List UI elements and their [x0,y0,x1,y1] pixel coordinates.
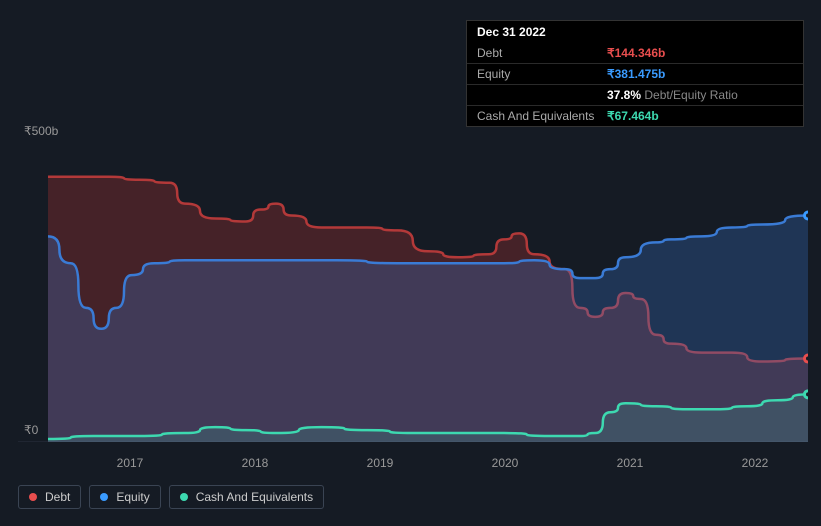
x-axis-tick: 2021 [617,456,644,470]
legend-item[interactable]: Cash And Equivalents [169,485,324,509]
tooltip-panel: Dec 31 2022 Debt₹144.346bEquity₹381.475b… [466,20,804,127]
x-axis-tick: 2020 [492,456,519,470]
tooltip-row-label: Cash And Equivalents [477,109,607,123]
legend: Debt Equity Cash And Equivalents [18,485,324,509]
y-axis-max-label: ₹500b [24,124,58,138]
tooltip-row-label: Equity [477,67,607,81]
tooltip-row-label [477,88,607,102]
tooltip-row: Cash And Equivalents₹67.464b [467,106,803,126]
x-axis-tick: 2022 [742,456,769,470]
tooltip-row-label: Debt [477,46,607,60]
tooltip-row: 37.8% Debt/Equity Ratio [467,85,803,106]
tooltip-row: Equity₹381.475b [467,64,803,85]
legend-label: Debt [45,490,70,504]
legend-label: Equity [116,490,149,504]
legend-dot-icon [100,493,108,501]
legend-item[interactable]: Debt [18,485,81,509]
tooltip-date: Dec 31 2022 [467,21,803,43]
legend-dot-icon [29,493,37,501]
tooltip-row-value: ₹144.346b [607,46,665,60]
tooltip-row-value: ₹381.475b [607,67,665,81]
tooltip-row-value: 37.8% Debt/Equity Ratio [607,88,738,102]
x-axis-tick: 2018 [242,456,269,470]
x-axis-tick: 2017 [117,456,144,470]
tooltip-row: Debt₹144.346b [467,43,803,64]
tooltip-row-value: ₹67.464b [607,109,659,123]
area-chart [18,144,808,442]
x-axis-tick: 2019 [367,456,394,470]
chart-area[interactable] [18,144,808,442]
legend-item[interactable]: Equity [89,485,160,509]
legend-label: Cash And Equivalents [196,490,313,504]
legend-dot-icon [180,493,188,501]
